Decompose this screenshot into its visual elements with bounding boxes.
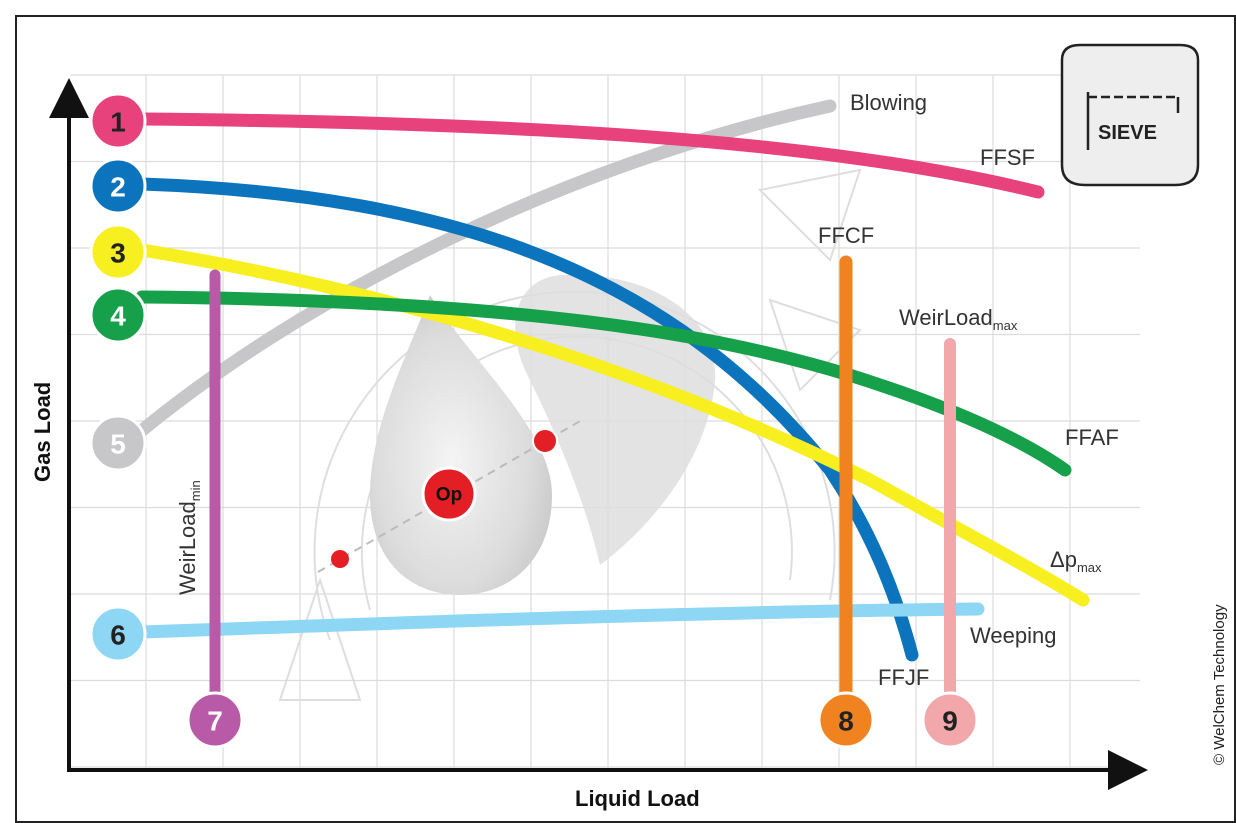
label-ffsf: FFSF (980, 145, 1035, 170)
label-dp-max-main: Δp (1050, 547, 1077, 572)
label-weirload-min-main: WeirLoad (175, 501, 200, 595)
operating-point-high (532, 428, 558, 454)
sieve-label: SIEVE (1098, 122, 1157, 144)
curve-1-ffsf (135, 112, 1045, 199)
sieve-tray-icon: SIEVE (1060, 43, 1200, 187)
svg-text:9: 9 (942, 706, 958, 737)
badge-2: 2 (89, 157, 147, 215)
badges: 1 2 3 4 5 6 7 8 9 (89, 92, 979, 749)
badge-8: 8 (817, 691, 875, 749)
operating-window-front (369, 295, 552, 595)
label-ffaf: FFAF (1065, 425, 1119, 450)
svg-text:3: 3 (110, 238, 126, 269)
label-dp-max-sub: max (1077, 560, 1102, 575)
label-ffcf: FFCF (818, 223, 874, 248)
label-weirload-max-sub: max (993, 318, 1018, 333)
operating-point-label: Op (436, 485, 462, 506)
badge-9: 9 (921, 691, 979, 749)
label-weirload-max-main: WeirLoad (899, 305, 993, 330)
svg-text:7: 7 (207, 706, 223, 737)
label-weeping: Weeping (970, 623, 1056, 648)
curve-2-ffjf (135, 177, 919, 662)
svg-text:6: 6 (110, 620, 126, 651)
label-weirload-max: WeirLoadmax (899, 305, 1018, 333)
x-axis-label: Liquid Load (575, 786, 700, 811)
curve-3-dp-max (135, 243, 1090, 607)
svg-text:4: 4 (110, 301, 126, 332)
operating-point (421, 466, 477, 522)
svg-text:5: 5 (110, 429, 126, 460)
label-weirload-min: WeirLoadmin (175, 480, 203, 595)
operating-window-back (515, 274, 716, 565)
badge-3: 3 (89, 223, 147, 281)
operating-point-low (331, 550, 349, 568)
label-blowing: Blowing (850, 90, 927, 115)
limit-curves (133, 99, 1090, 711)
label-ffjf: FFJF (878, 665, 929, 690)
svg-text:1: 1 (110, 107, 126, 138)
curve-6-weeping (135, 602, 985, 639)
curve-4-ffaf (135, 290, 1072, 477)
copyright-text: © WelChem Technology (1211, 604, 1228, 765)
y-axis-label: Gas Load (30, 382, 55, 482)
badge-4: 4 (89, 286, 147, 344)
svg-text:8: 8 (838, 706, 854, 737)
svg-text:2: 2 (110, 172, 126, 203)
label-dp-max: Δpmax (1050, 547, 1102, 575)
badge-7: 7 (186, 691, 244, 749)
badge-6: 6 (89, 605, 147, 663)
badge-5: 5 (89, 414, 147, 472)
label-weirload-min-sub: min (188, 480, 203, 501)
badge-1: 1 (89, 92, 147, 150)
